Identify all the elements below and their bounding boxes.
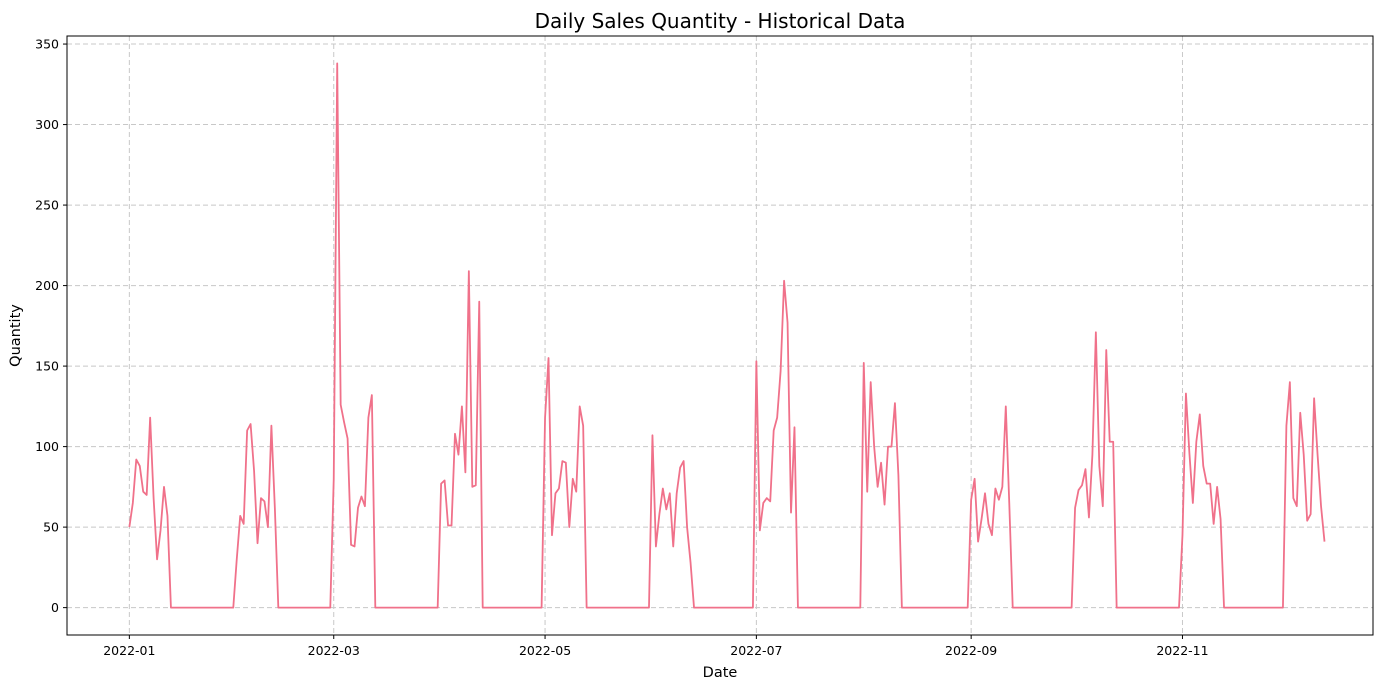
y-tick-label: 350: [35, 37, 59, 52]
y-tick-label: 250: [35, 198, 59, 213]
grid-lines: [67, 36, 1373, 635]
x-tick-label: 2022-05: [519, 643, 571, 658]
y-tick-label: 0: [51, 600, 59, 615]
x-tick-label: 2022-01: [103, 643, 155, 658]
plot-frame: [66, 35, 1374, 636]
y-tick-label: 50: [43, 520, 59, 535]
x-tick-label: 2022-09: [945, 643, 997, 658]
axis-ticks: 0 50 100 150 200 250 300 350 2022-01 2022-03 2022-…: [35, 37, 1208, 658]
chart-title: Daily Sales Quantity - Historical Data: [535, 9, 906, 33]
y-tick-label: 100: [35, 439, 59, 454]
y-tick-label: 300: [35, 117, 59, 132]
y-axis-label: Quantity: [8, 304, 24, 367]
series-line: [128, 62, 1326, 609]
y-tick-label: 150: [35, 359, 59, 374]
x-tick-label: 2022-11: [1156, 643, 1208, 658]
x-axis-label: Date: [703, 665, 738, 681]
x-tick-label: 2022-07: [730, 643, 782, 658]
x-tick-label: 2022-03: [308, 643, 360, 658]
y-tick-label: 200: [35, 278, 59, 293]
